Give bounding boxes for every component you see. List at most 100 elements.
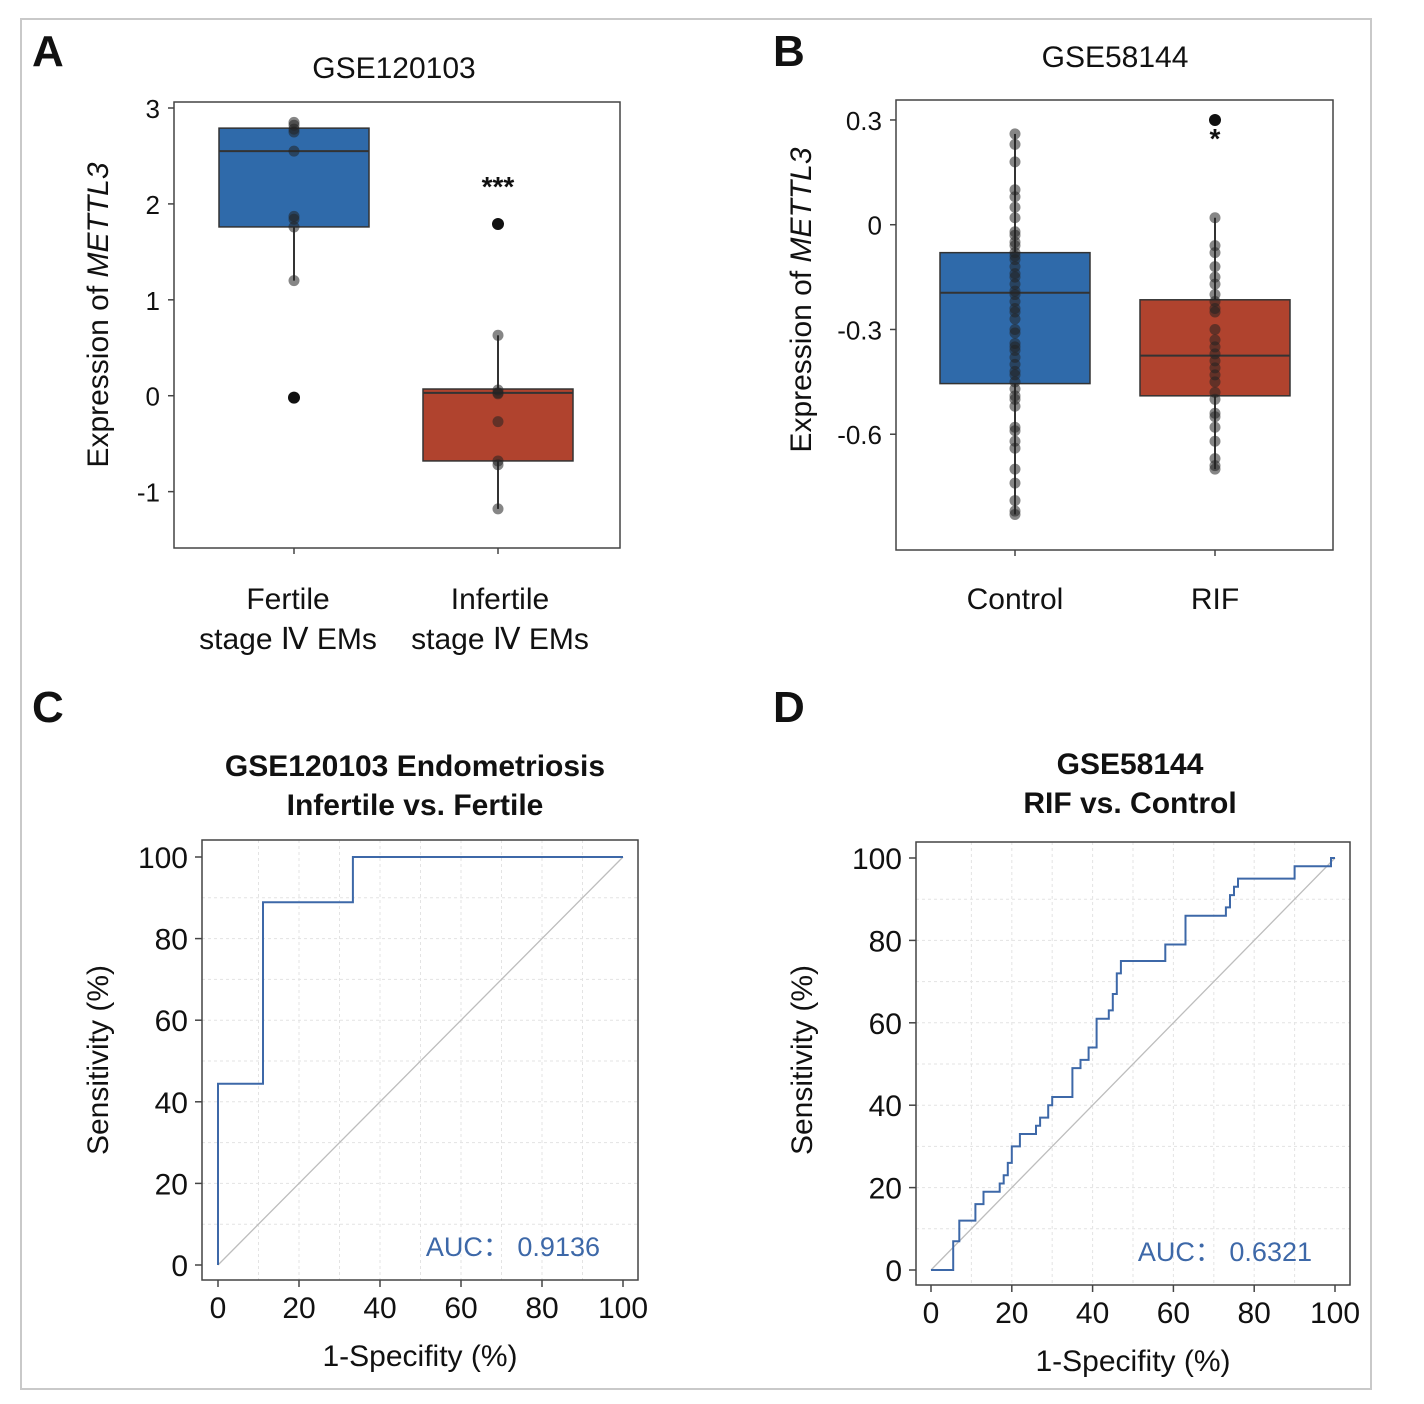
auc-label: AUC： 0.9136 (426, 1232, 600, 1262)
data-point (492, 416, 504, 428)
chart-title: GSE120103 (312, 52, 475, 85)
plot-frame (895, 99, 1334, 551)
y-tick-label: 100 (138, 842, 188, 875)
chart-title-line: RIF vs. Control (1023, 787, 1236, 820)
data-point (288, 213, 300, 225)
data-point (492, 329, 504, 341)
roc-curve (931, 857, 1335, 1271)
data-point (1009, 128, 1021, 140)
boxplot-panel-a: GSE120103 -1 0 1 2 3 Expression of METTL3 Ferti… (82, 52, 621, 656)
category-label: Infertile (451, 583, 549, 616)
data-point (1009, 442, 1021, 454)
y-tick-label: 0 (171, 1250, 188, 1283)
reference-diagonal (930, 857, 1336, 1271)
data-point (1009, 201, 1021, 213)
category-label: Control (967, 583, 1064, 616)
y-axis-label-gene: METTL3 (82, 162, 115, 277)
box-group-2: * RIF (1139, 113, 1291, 616)
data-point (1009, 463, 1021, 475)
data-point (492, 503, 504, 515)
outlier-point (492, 218, 504, 231)
data-point (1009, 509, 1021, 521)
panel-letter-c: C (32, 683, 64, 732)
x-tick-label: 40 (363, 1292, 396, 1325)
x-tick-label: 80 (1238, 1297, 1271, 1330)
plot-frame (201, 839, 639, 1281)
y-tick-label: 1 (146, 286, 160, 316)
chart-title-line: Infertile vs. Fertile (287, 789, 544, 822)
data-point (1009, 138, 1021, 150)
data-point (1209, 393, 1221, 405)
x-axis-label: 1-Specifity (%) (322, 1340, 517, 1373)
boxplot-panel-b: GSE58144 0.3 0 -0.3 -0.6 Expression of METTL3… (785, 41, 1334, 616)
category-label: Fertile (246, 583, 329, 616)
significance-annotation: * (1210, 123, 1221, 154)
chart-title-line: GSE58144 (1057, 748, 1204, 781)
y-axis-label: Sensitivity (%) (786, 965, 819, 1155)
data-point (1009, 313, 1021, 325)
data-point (1009, 425, 1021, 437)
data-point (1209, 435, 1221, 447)
data-point (1209, 306, 1221, 318)
y-tick-label: -0.3 (837, 315, 882, 345)
plot-frame (173, 101, 621, 549)
x-tick-label: 80 (525, 1292, 558, 1325)
box-group-1: Control (939, 128, 1091, 616)
data-point (1209, 376, 1221, 388)
y-axis-label-prefix: Expression of (785, 262, 818, 452)
y-tick-label: 60 (155, 1005, 188, 1038)
category-label: stage Ⅳ EMs (411, 623, 589, 656)
panel-letter-d: D (773, 683, 805, 732)
x-tick-label: 40 (1076, 1297, 1109, 1330)
y-tick-label: 3 (146, 94, 160, 124)
y-axis-label: Expression of METTL3 (785, 147, 818, 452)
auc-label: AUC： 0.6321 (1138, 1237, 1312, 1267)
panel-letter-a: A (32, 27, 64, 76)
y-tick-label: -0.6 (837, 420, 882, 450)
y-axis-label: Sensitivity (%) (82, 965, 115, 1155)
reference-diagonal (217, 856, 624, 1266)
y-tick-label: 40 (155, 1087, 188, 1120)
box-group-2: *** Infertile stage Ⅳ EMs (411, 171, 589, 656)
x-tick-label: 100 (1310, 1297, 1360, 1330)
data-point (1009, 495, 1021, 507)
y-tick-label: 100 (852, 843, 902, 876)
roc-curve (217, 856, 623, 1265)
data-point (1209, 212, 1221, 224)
x-tick-label: 0 (210, 1292, 227, 1325)
figure-frame (20, 18, 1372, 1390)
category-label: stage Ⅳ EMs (199, 623, 377, 656)
y-tick-label: 20 (155, 1168, 188, 1201)
y-tick-label: 0 (146, 382, 160, 412)
roc-panel-d: GSE58144 RIF vs. Control 00 20 20 40 40 60 60 80 8… (786, 748, 1360, 1378)
significance-annotation: *** (482, 171, 515, 202)
y-tick-label: 80 (155, 924, 188, 957)
data-point (1009, 156, 1021, 168)
data-point (1009, 212, 1021, 224)
y-tick-label: -1 (137, 478, 160, 508)
outlier-point (1209, 113, 1221, 126)
x-tick-label: 100 (598, 1292, 648, 1325)
outlier-point (288, 391, 300, 404)
box-group-1: Fertile stage Ⅳ EMs (199, 116, 377, 656)
x-tick-label: 20 (282, 1292, 315, 1325)
chart-title-line: GSE120103 Endometriosis (225, 750, 605, 783)
data-point (1209, 421, 1221, 433)
y-tick-label: 80 (869, 925, 902, 958)
y-tick-label: 0 (868, 211, 882, 241)
y-tick-label: 0 (885, 1255, 902, 1288)
data-point (288, 221, 300, 233)
data-point (1209, 411, 1221, 423)
data-point (1009, 400, 1021, 412)
data-point (492, 388, 504, 400)
data-point (1209, 261, 1221, 273)
x-tick-label: 60 (444, 1292, 477, 1325)
x-tick-label: 0 (923, 1297, 940, 1330)
data-point (1209, 247, 1221, 259)
data-point (288, 145, 300, 157)
category-label: RIF (1191, 583, 1239, 616)
data-point (1009, 191, 1021, 203)
data-point (492, 459, 504, 471)
data-point (288, 126, 300, 138)
data-point (1209, 323, 1221, 335)
